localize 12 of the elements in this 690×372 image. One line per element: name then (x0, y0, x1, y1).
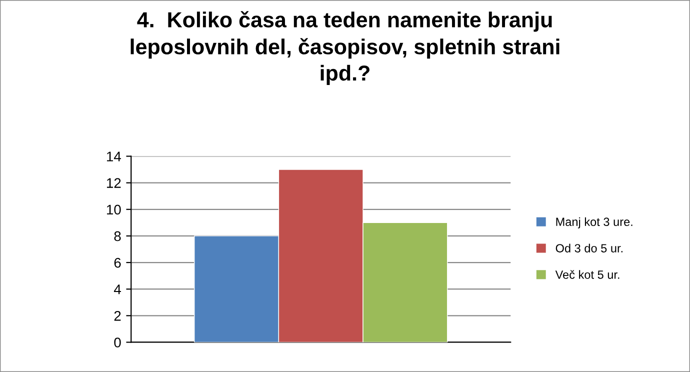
legend-label: Manj kot 3 ure. (556, 217, 632, 228)
chart-title: 4. Koliko časa na teden namenite branju leposlovnih del, časopisov, spletnih strani ipd.? (130, 11, 560, 85)
legend-label: Od 3 do 5 ur. (556, 244, 622, 252)
y-tick-label: 2 (114, 311, 121, 321)
legend-label: Več kot 5 ur. (555, 270, 620, 279)
y-tick-label: 8 (114, 231, 121, 242)
y-tick-label: 4 (114, 284, 121, 294)
y-tick-label: 14 (106, 152, 121, 162)
y-tick-label: 0 (114, 338, 121, 348)
y-tick-label: 10 (106, 204, 121, 215)
y-tick-label: 6 (114, 258, 121, 268)
y-tick-label: 12 (106, 178, 121, 188)
